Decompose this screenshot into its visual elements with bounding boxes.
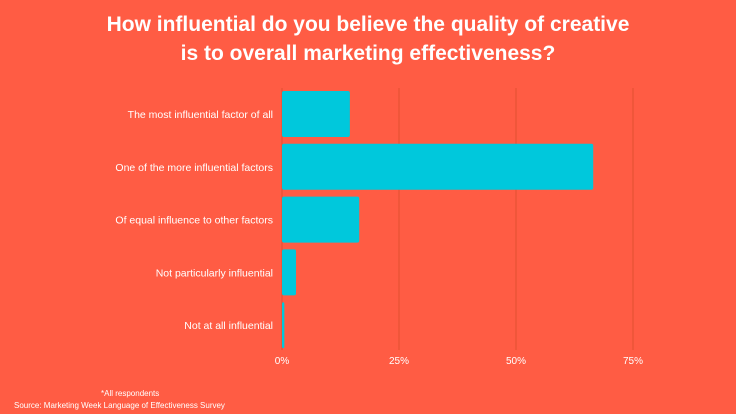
x-tick-label: 0% bbox=[275, 356, 290, 367]
category-label: Not at all influential bbox=[184, 320, 273, 332]
bar bbox=[282, 196, 360, 243]
category-label: Of equal influence to other factors bbox=[115, 215, 273, 227]
x-tick-labels: 0% 25% 50% 75% bbox=[275, 356, 643, 367]
chart-title-line-2: is to overall marketing effectiveness? bbox=[180, 42, 556, 65]
source-note: Source: Marketing Week Language of Effec… bbox=[14, 401, 225, 410]
x-tick-label: 25% bbox=[389, 356, 409, 367]
category-labels: The most influential factor of all One of… bbox=[115, 109, 273, 332]
bar bbox=[282, 143, 594, 190]
category-label: Not particularly influential bbox=[156, 267, 273, 279]
bar bbox=[282, 91, 350, 137]
chart-title-line-1: How influential do you believe the quali… bbox=[106, 13, 630, 36]
x-tick-label: 50% bbox=[506, 356, 526, 367]
x-tick-label: 75% bbox=[623, 356, 643, 367]
footnote: *All respondents bbox=[101, 389, 160, 398]
category-label: The most influential factor of all bbox=[128, 109, 273, 121]
bar bbox=[282, 302, 285, 349]
chart-title: How influential do you believe the quali… bbox=[0, 10, 736, 68]
bars bbox=[282, 91, 594, 349]
bar bbox=[282, 249, 297, 296]
category-label: One of the more influential factors bbox=[115, 162, 273, 174]
